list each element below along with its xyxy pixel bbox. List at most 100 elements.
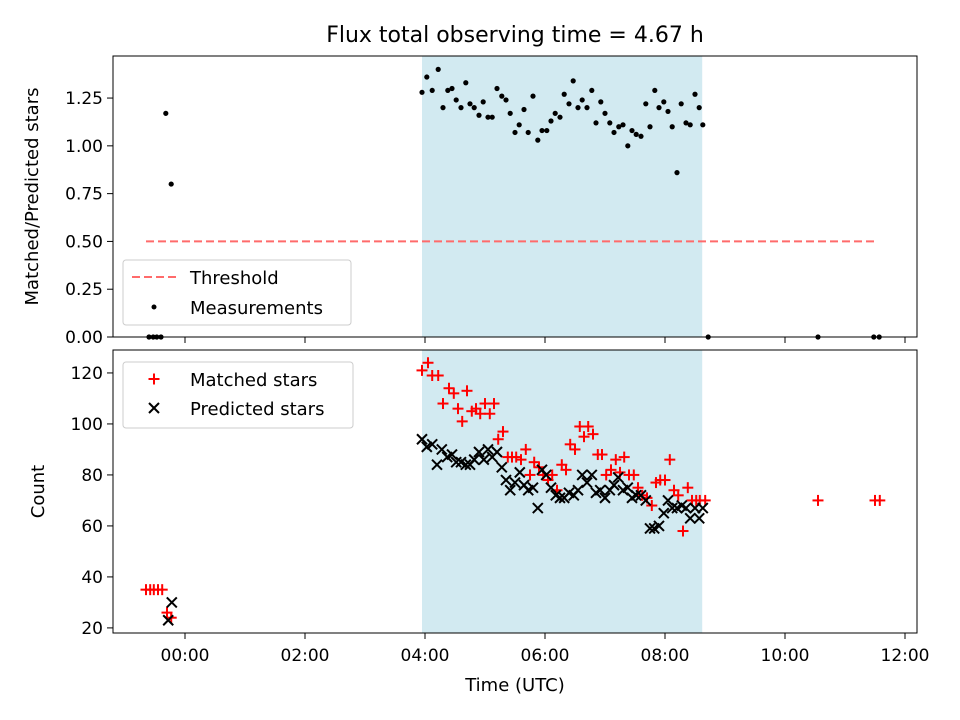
x-stroke-b [460,459,472,471]
count-panel-frame [112,349,918,634]
measurement-point [678,101,684,107]
x-stroke-b [540,469,552,481]
observing-window-shade [422,56,703,337]
measurement-point [579,97,585,103]
count-y-axis-label: Count [28,465,49,518]
ratio-y-axis-label: Matched/Predicted stars [22,88,43,306]
predicted-star-point [658,507,670,519]
matched-star-point [578,431,590,443]
measurement-points [146,66,882,340]
predicted-star-point [509,476,521,489]
matched-star-point [416,364,428,376]
ratio-legend-box [122,259,352,326]
measurement-point [530,93,536,99]
x-stroke-b [514,466,526,479]
x-stroke-b [693,512,705,524]
predicted-star-point [416,433,428,445]
x-stroke-b [581,476,593,489]
ratio-y-tick-label: 0.75 [65,185,103,205]
measurement-point [429,87,435,94]
measurement-point [584,105,590,111]
x-tick-label: 02:00 [281,646,330,666]
matched-star-point [682,482,694,494]
matched-star-point [664,454,676,466]
measurement-point [629,127,635,134]
x-stroke-b [416,433,428,445]
x-tick-label: 04:00 [401,646,450,666]
predicted-star-point [693,512,705,524]
chart-title: Flux total observing time = 4.67 h [326,23,704,48]
matched-star-point [646,500,658,512]
predicted-star-point [644,522,656,535]
matched-star-point [528,456,540,468]
measurement-point [476,112,482,118]
measurement-point [463,80,469,86]
x-stroke-b [676,499,688,512]
matched-star-point [524,469,536,481]
predicted-star-point [426,438,438,451]
count-legend: Matched stars Predicted stars [122,361,354,429]
measurement-point [419,89,425,95]
predicted-star-point [500,474,512,486]
ratio-panel-frame [112,55,918,338]
ratio-y-tick-label: 0.25 [65,280,103,300]
measurement-point [674,170,680,176]
measurement-point [435,66,441,72]
matched-star-point [600,469,612,481]
ratio-y-tick-label: 0.50 [65,232,103,252]
measurement-point [683,120,689,126]
matched-star-point [672,489,684,501]
predicted-star-point [594,484,606,496]
legend-measurements-swatch [151,304,157,310]
legend-predicted-label: Predicted stars [190,399,324,420]
matched-star-point [605,464,617,476]
measurement-point [499,93,505,99]
x-stroke-b [630,489,642,502]
matched-star-point [488,398,500,410]
predicted-star-point [684,512,696,524]
measurement-point [453,97,459,103]
matched-star-point [560,464,572,476]
x-stroke-b [653,520,665,532]
measurement-point [163,110,169,116]
measurement-point [700,122,706,128]
matched-star-point [874,494,886,506]
matched-star-point [610,454,622,466]
predicted-star-point [496,461,508,473]
matched-star-point [461,385,473,397]
measurement-point [643,101,649,107]
measurement-point [494,85,500,92]
predicted-star-point [612,471,624,484]
measurement-point [620,122,626,128]
measurement-point [503,97,509,103]
x-stroke-b [482,443,494,456]
legend-matched-label: Matched stars [190,370,317,391]
predicted-star-point [460,459,472,471]
measurement-point [633,131,639,137]
count-legend-box [122,361,354,429]
measurement-point [440,105,446,111]
measurement-point [539,127,545,134]
matched-star-point [422,357,434,369]
x-stroke-b [468,453,480,466]
x-stroke-b [532,502,544,514]
predicted-star-point [166,596,178,609]
predicted-star-point [666,502,678,514]
x-stroke-b [684,512,696,524]
legend-measurements-label: Measurements [190,298,323,319]
predicted-star-point [545,481,557,494]
measurement-point [661,99,667,105]
measurement-point [593,120,599,126]
predicted-star-point [504,484,516,496]
measurement-point [467,101,473,107]
predicted-star-point [482,443,494,456]
predicted-star-point [514,466,526,479]
measurement-point [607,120,613,126]
matched-star-point [510,451,522,463]
predicted-star-point [162,614,174,626]
measurement-point [611,129,617,136]
predicted-star-point [450,456,462,468]
measurement-point [570,78,576,84]
measurement-point [445,87,451,94]
